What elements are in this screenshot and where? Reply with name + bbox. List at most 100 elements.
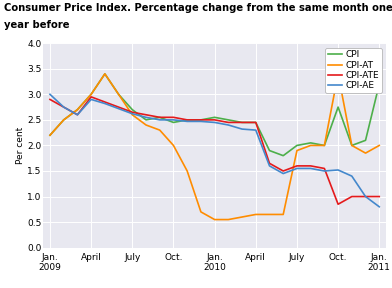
CPI-AE <box>185 120 190 123</box>
CPI-ATE <box>308 164 313 168</box>
CPI-AT <box>308 144 313 147</box>
CPI-AE <box>47 93 52 96</box>
CPI-AT <box>89 93 93 96</box>
CPI <box>75 108 80 111</box>
CPI <box>295 144 299 147</box>
CPI-ATE <box>281 169 285 173</box>
CPI-AE <box>61 105 66 109</box>
CPI <box>130 108 135 111</box>
CPI-ATE <box>295 164 299 168</box>
CPI-AE <box>130 112 135 115</box>
CPI-AT <box>336 72 340 76</box>
CPI-ATE <box>322 167 327 170</box>
CPI-ATE <box>47 98 52 101</box>
CPI <box>377 82 382 86</box>
CPI-AE <box>240 127 245 131</box>
CPI <box>350 144 354 147</box>
CPI-ATE <box>61 105 66 109</box>
CPI <box>226 118 230 122</box>
CPI-AE <box>363 195 368 198</box>
CPI <box>116 93 121 96</box>
CPI-AE <box>322 169 327 173</box>
CPI <box>363 139 368 142</box>
CPI <box>185 118 190 122</box>
CPI <box>47 134 52 137</box>
CPI-AE <box>308 167 313 170</box>
CPI-AT <box>61 118 66 122</box>
CPI-AT <box>363 151 368 155</box>
CPI-AE <box>157 118 162 122</box>
CPI-ATE <box>102 100 107 104</box>
CPI <box>61 118 66 122</box>
CPI-AT <box>116 93 121 96</box>
CPI-ATE <box>336 202 340 206</box>
CPI-AE <box>336 168 340 172</box>
CPI-AT <box>143 123 148 127</box>
CPI-AT <box>198 210 203 214</box>
CPI-AT <box>75 108 80 111</box>
CPI <box>253 121 258 124</box>
CPI <box>89 93 93 96</box>
CPI-ATE <box>240 121 245 124</box>
CPI <box>102 72 107 76</box>
CPI-AE <box>253 128 258 132</box>
Text: Consumer Price Index. Percentage change from the same month one: Consumer Price Index. Percentage change … <box>4 3 392 13</box>
CPI-ATE <box>212 118 217 122</box>
CPI-ATE <box>226 121 230 124</box>
CPI-AT <box>240 215 245 219</box>
CPI-AT <box>377 144 382 147</box>
CPI-ATE <box>116 105 121 109</box>
CPI-AE <box>295 167 299 170</box>
CPI-AT <box>157 128 162 132</box>
CPI-ATE <box>350 195 354 198</box>
CPI-ATE <box>157 115 162 119</box>
CPI-ATE <box>198 118 203 122</box>
CPI-AE <box>267 164 272 168</box>
CPI-AT <box>253 213 258 216</box>
CPI-AT <box>47 134 52 137</box>
CPI <box>240 121 245 124</box>
CPI <box>198 118 203 122</box>
Line: CPI-AE: CPI-AE <box>50 94 379 207</box>
CPI-ATE <box>75 113 80 117</box>
CPI-AE <box>171 118 176 122</box>
CPI-AT <box>350 144 354 147</box>
CPI-AT <box>226 218 230 221</box>
CPI-ATE <box>171 115 176 119</box>
CPI-ATE <box>267 162 272 165</box>
CPI-AT <box>295 149 299 152</box>
CPI-AE <box>226 123 230 127</box>
CPI-AT <box>281 213 285 216</box>
CPI-AT <box>130 113 135 117</box>
CPI <box>322 144 327 147</box>
CPI-ATE <box>363 195 368 198</box>
Line: CPI: CPI <box>50 74 379 156</box>
CPI-AE <box>143 115 148 119</box>
CPI <box>171 121 176 124</box>
CPI-ATE <box>185 118 190 122</box>
CPI-AE <box>350 175 354 178</box>
CPI-AE <box>198 120 203 123</box>
CPI-AT <box>102 72 107 76</box>
CPI-AT <box>212 218 217 221</box>
CPI <box>336 105 340 109</box>
CPI <box>212 115 217 119</box>
CPI-AE <box>75 113 80 117</box>
CPI-ATE <box>253 121 258 124</box>
CPI <box>281 154 285 157</box>
CPI <box>157 115 162 119</box>
CPI-AE <box>212 121 217 124</box>
CPI-AT <box>185 169 190 173</box>
CPI-AE <box>377 205 382 209</box>
CPI <box>143 118 148 122</box>
CPI-AE <box>116 107 121 110</box>
CPI-AE <box>89 98 93 101</box>
CPI-AE <box>281 172 285 175</box>
CPI <box>308 141 313 145</box>
CPI-ATE <box>130 111 135 114</box>
Legend: CPI, CPI-AT, CPI-ATE, CPI-AE: CPI, CPI-AT, CPI-ATE, CPI-AE <box>325 48 381 93</box>
Y-axis label: Per cent: Per cent <box>16 127 25 164</box>
CPI-ATE <box>89 95 93 98</box>
CPI-ATE <box>143 113 148 117</box>
CPI-AE <box>102 102 107 105</box>
